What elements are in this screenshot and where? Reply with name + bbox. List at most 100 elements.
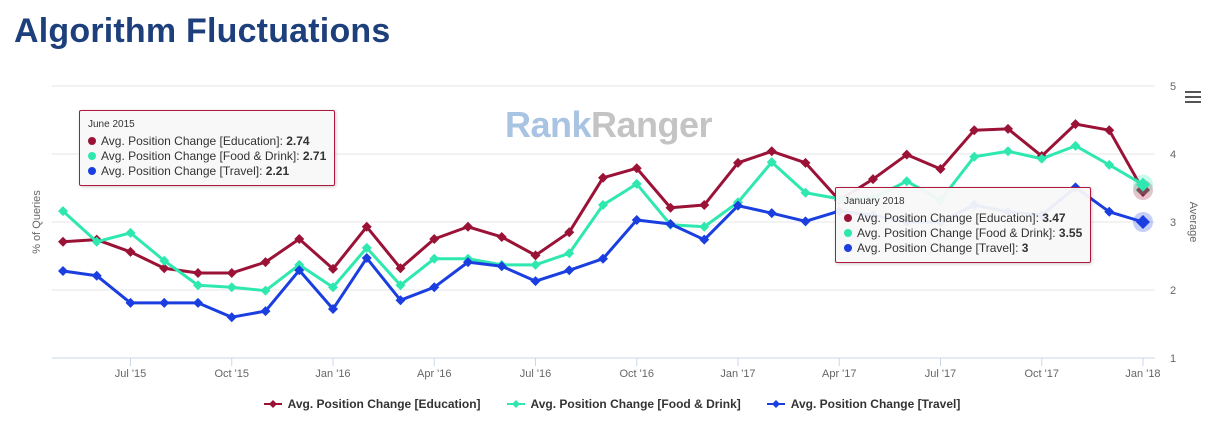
- data-point: [395, 263, 406, 274]
- data-point: [800, 216, 811, 227]
- data-point: [395, 295, 406, 306]
- tooltip-value: 3.55: [1058, 226, 1083, 240]
- data-point: [429, 234, 440, 244]
- tooltip-value: 3.47: [1042, 211, 1066, 225]
- x-tick-label: Oct '17: [1024, 368, 1059, 380]
- data-point: [260, 285, 271, 296]
- page-title: Algorithm Fluctuations: [14, 12, 391, 50]
- y-axis-label-right: Average: [1187, 202, 1199, 243]
- data-point: [58, 265, 68, 276]
- data-point: [193, 268, 203, 278]
- data-point: [665, 219, 676, 230]
- data-point: [598, 172, 608, 183]
- data-point: [969, 151, 980, 162]
- data-point: [58, 236, 68, 247]
- data-point: [193, 280, 203, 291]
- data-point: [901, 176, 912, 187]
- data-point: [800, 157, 811, 168]
- legend-label: Avg. Position Change [Travel]: [790, 397, 961, 411]
- data-point: [1003, 123, 1013, 134]
- data-point: [699, 234, 710, 245]
- data-point: [328, 282, 338, 293]
- data-point: [361, 221, 372, 232]
- data-point: [226, 282, 237, 293]
- tooltip-label: Avg. Position Change [Travel]:: [101, 164, 266, 178]
- data-point: [260, 257, 271, 268]
- data-point: [766, 208, 777, 219]
- tooltip-label: Avg. Position Change [Food & Drink]:: [857, 226, 1059, 240]
- data-point: [1070, 119, 1081, 130]
- tooltip-label: Avg. Position Change [Travel]:: [857, 241, 1022, 255]
- tooltip-label: Avg. Position Change [Education]:: [857, 211, 1043, 225]
- data-point: [699, 221, 710, 232]
- data-point: [733, 157, 743, 168]
- data-point: [631, 178, 642, 189]
- x-tick-label: Jan '18: [1125, 368, 1160, 380]
- data-point: [598, 253, 608, 264]
- data-point: [766, 146, 777, 157]
- data-point: [631, 163, 642, 174]
- data-point: [226, 312, 237, 323]
- data-point: [429, 253, 440, 264]
- x-tick-label: Oct '16: [619, 368, 654, 380]
- data-point: [530, 250, 541, 261]
- data-point: [1136, 215, 1150, 229]
- data-point: [361, 253, 372, 264]
- tooltip-label: Avg. Position Change [Food & Drink]:: [101, 149, 303, 163]
- data-point: [58, 206, 68, 217]
- y-tick-label: 2: [1170, 285, 1176, 297]
- x-tick-label: Jan '16: [315, 368, 350, 380]
- data-point: [1070, 140, 1081, 151]
- x-tick-label: Jul '17: [925, 368, 956, 380]
- y-tick-label: 5: [1170, 81, 1176, 93]
- data-point: [226, 268, 237, 278]
- hamburger-icon[interactable]: [1185, 91, 1201, 106]
- data-point: [294, 265, 305, 276]
- data-point: [294, 234, 305, 244]
- legend-item-travel[interactable]: Avg. Position Change [Travel]: [766, 397, 961, 411]
- tooltip-row: Avg. Position Change [Food & Drink]: 3.5…: [844, 226, 1082, 241]
- tooltip-value: 2.74: [286, 134, 310, 148]
- data-point: [1003, 146, 1013, 157]
- y-tick-label: 4: [1170, 149, 1176, 161]
- tooltip-row: Avg. Position Change [Food & Drink]: 2.7…: [88, 149, 326, 164]
- x-tick-label: Jan '17: [720, 368, 755, 380]
- y-tick-label: 3: [1170, 217, 1176, 229]
- data-point: [631, 214, 642, 225]
- data-point: [530, 259, 541, 270]
- data-point: [260, 306, 271, 317]
- legend-item-food-drink[interactable]: Avg. Position Change [Food & Drink]: [506, 397, 741, 411]
- tooltip-value: 2.21: [265, 164, 290, 178]
- tooltip-row: Avg. Position Change [Education]: 2.74: [88, 134, 326, 149]
- data-point: [1104, 159, 1115, 170]
- tooltip-header: June 2015: [88, 119, 135, 130]
- legend-label: Avg. Position Change [Education]: [287, 397, 481, 411]
- data-point: [564, 265, 575, 276]
- data-point: [1036, 153, 1047, 164]
- data-point: [125, 297, 136, 308]
- data-point: [159, 297, 170, 308]
- x-tick-label: Jul '16: [520, 368, 551, 380]
- data-point: [564, 248, 575, 259]
- data-point: [564, 227, 575, 238]
- x-tick-label: Jul '15: [115, 368, 146, 380]
- tooltip-value: 3: [1021, 241, 1029, 255]
- data-point: [159, 263, 170, 274]
- tooltip-label: Avg. Position Change [Education]:: [101, 134, 287, 148]
- tooltip-row: Avg. Position Change [Travel]: 2.21: [88, 164, 326, 179]
- data-point: [91, 270, 102, 281]
- legend-item-education[interactable]: Avg. Position Change [Education]: [263, 397, 481, 411]
- data-point: [901, 149, 912, 160]
- data-point: [969, 125, 980, 136]
- data-point: [193, 297, 203, 308]
- tooltip-value: 2.71: [302, 149, 327, 163]
- data-point: [598, 200, 608, 210]
- data-point: [530, 276, 541, 287]
- x-tick-label: Apr '17: [822, 368, 857, 380]
- x-tick-label: Apr '16: [417, 368, 452, 380]
- data-point: [463, 257, 473, 268]
- tooltip-header: January 2018: [844, 196, 905, 207]
- tooltip-row: Avg. Position Change [Education]: 3.47: [844, 211, 1082, 226]
- legend-label: Avg. Position Change [Food & Drink]: [530, 397, 741, 411]
- data-point: [496, 231, 507, 242]
